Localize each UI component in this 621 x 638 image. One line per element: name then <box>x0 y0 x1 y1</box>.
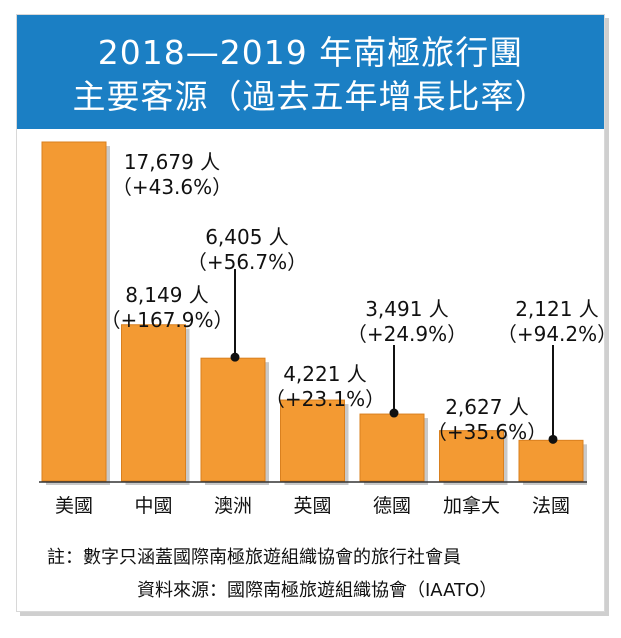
bar-澳洲 <box>200 357 266 482</box>
category-label: 德國 <box>373 495 411 517</box>
bar-chart: 美國 17,679 人（+43.6%） 中國 8,149 人（+167.9%） 澳洲 6,… <box>39 141 606 517</box>
category-label: 中國 <box>134 495 172 517</box>
value-label: 4,221 人 <box>283 362 367 386</box>
category-label: 法國 <box>532 495 570 517</box>
bar-法國 <box>518 439 584 482</box>
footnote: 註：數字只涵蓋國際南極旅遊組織協會的旅行社會員 <box>47 547 461 568</box>
category-label: 澳洲 <box>214 495 252 517</box>
value-label: 2,121 人 <box>515 297 599 321</box>
value-label: 3,491 人 <box>365 297 449 321</box>
bar-英國 <box>280 399 345 482</box>
growth-label: （+23.1%） <box>265 387 385 411</box>
leader-dot <box>230 352 240 362</box>
title-band: 2018—2019 年南極旅行團 主要客源（過去五年增長比率） <box>17 15 604 129</box>
source-note: 資料來源：國際南極旅遊組織協會（IAATO） <box>137 580 498 601</box>
leader-dot <box>389 408 399 418</box>
value-label: 6,405 人 <box>205 225 289 249</box>
chart-card: 2018—2019 年南極旅行團 主要客源（過去五年增長比率） 美國 17,679… <box>16 14 606 612</box>
growth-label: （+167.9%） <box>100 308 233 332</box>
value-label: 2,627 人 <box>445 395 529 419</box>
chart-title: 2018—2019 年南極旅行團 <box>97 33 524 72</box>
growth-label: （+24.9%） <box>347 322 467 346</box>
category-label: 美國 <box>55 495 93 517</box>
growth-label: （+43.6%） <box>112 175 232 199</box>
value-label: 8,149 人 <box>125 283 209 307</box>
chart-subtitle: 主要客源（過去五年增長比率） <box>72 77 549 116</box>
bar-德國 <box>359 413 425 482</box>
growth-label: （+94.2%） <box>497 322 606 346</box>
value-label: 17,679 人 <box>124 150 220 174</box>
leader-dot <box>548 434 558 444</box>
category-label: 英國 <box>293 495 331 517</box>
category-label: 加拿大 <box>443 494 500 517</box>
growth-label: （+56.7%） <box>187 250 307 274</box>
bar-加拿大 <box>439 430 504 482</box>
bar-美國 <box>41 141 107 482</box>
bar-中國 <box>121 324 186 482</box>
